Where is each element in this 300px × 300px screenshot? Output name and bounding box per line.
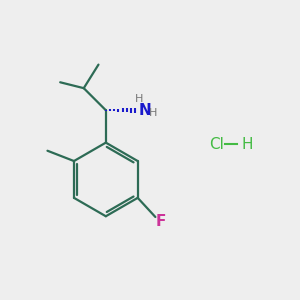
Text: H: H — [241, 136, 253, 152]
Text: H: H — [149, 108, 158, 118]
Text: F: F — [155, 214, 166, 229]
Text: N: N — [139, 103, 152, 118]
Text: H: H — [135, 94, 143, 104]
Text: Cl: Cl — [209, 136, 224, 152]
